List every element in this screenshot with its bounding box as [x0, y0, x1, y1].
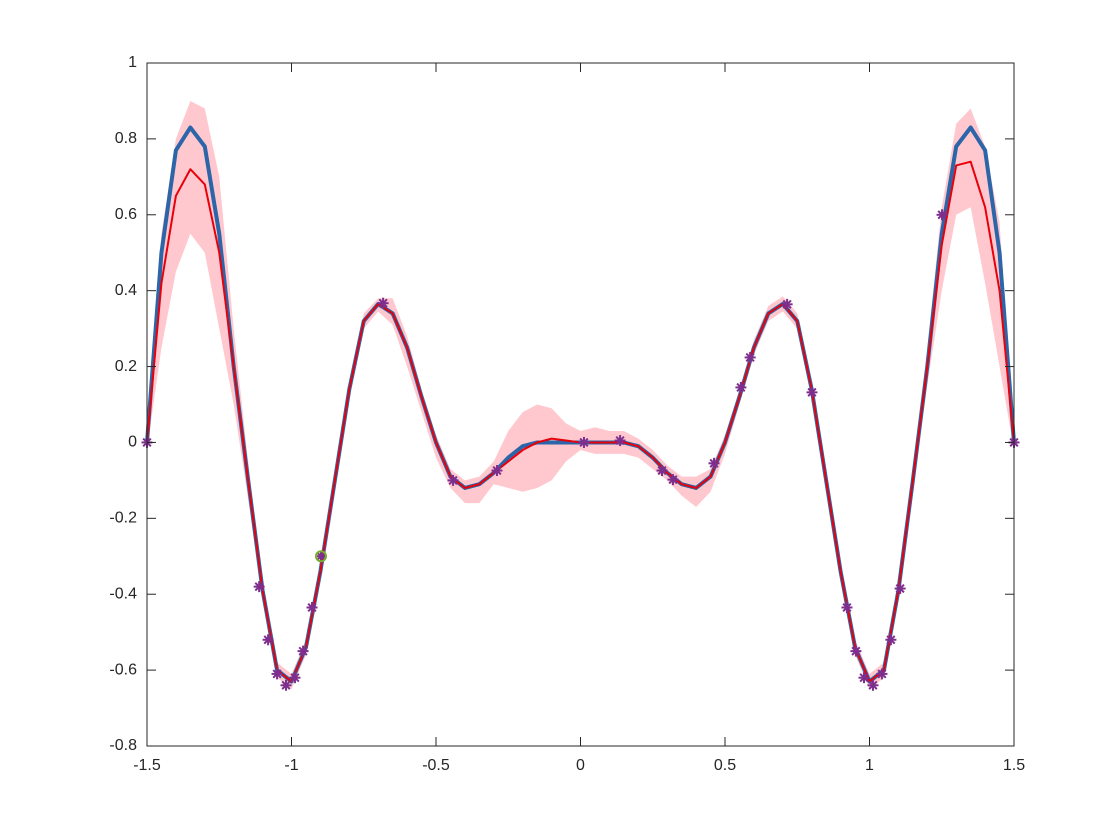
asterisk-stroke	[842, 602, 852, 613]
x-tick-label: 1	[865, 757, 874, 774]
sample-point	[841, 602, 853, 614]
asterisk-stroke	[937, 210, 947, 220]
asterisk-stroke	[877, 669, 887, 679]
sample-point	[894, 583, 906, 595]
asterisk-stroke	[492, 465, 502, 476]
y-tick-label: -0.8	[109, 737, 137, 754]
asterisk-stroke	[709, 458, 719, 468]
asterisk-stroke	[579, 437, 589, 448]
x-tick-label: -1	[284, 757, 298, 774]
x-tick-label: -0.5	[422, 757, 450, 774]
x-tick-label: 0	[576, 757, 585, 774]
x-tick-label: 1.5	[1003, 757, 1025, 774]
asterisk-stroke	[281, 680, 291, 690]
sample-point	[667, 474, 679, 486]
y-tick-label: 0.4	[115, 282, 137, 299]
sample-point	[876, 668, 888, 680]
sample-point	[578, 436, 590, 448]
asterisk-stroke	[254, 582, 264, 592]
sample-point	[377, 297, 389, 309]
asterisk-stroke	[307, 602, 317, 613]
y-tick-label: 0	[128, 434, 137, 451]
sample-point	[735, 381, 747, 393]
asterisk-stroke	[448, 475, 458, 485]
sample-point	[297, 645, 309, 657]
asterisk-stroke	[895, 583, 905, 594]
sample-point	[885, 634, 897, 646]
sample-point	[708, 457, 720, 469]
asterisk-stroke	[886, 635, 896, 645]
asterisk-stroke	[272, 669, 282, 679]
asterisk-stroke	[851, 646, 861, 656]
asterisk-stroke	[378, 298, 388, 308]
sample-point	[858, 672, 870, 684]
sample-point	[315, 550, 327, 562]
sample-point	[744, 351, 756, 363]
asterisk-stroke	[782, 299, 792, 309]
sample-point	[306, 602, 318, 614]
sample-point	[656, 465, 668, 477]
asterisk-stroke	[263, 635, 273, 645]
y-tick-label: -0.6	[109, 661, 137, 678]
sample-point	[447, 474, 459, 486]
sample-point	[806, 386, 818, 398]
asterisk-stroke	[657, 465, 667, 476]
asterisk-stroke	[859, 673, 869, 683]
y-tick-label: 0.6	[115, 206, 137, 223]
asterisk-stroke	[668, 475, 678, 485]
asterisk-stroke	[868, 680, 878, 690]
y-tick-label: -0.4	[109, 585, 137, 602]
asterisk-stroke	[615, 435, 625, 446]
y-tick-label: 0.2	[115, 358, 137, 375]
asterisk-stroke	[807, 387, 817, 397]
asterisk-stroke	[745, 352, 755, 363]
highlight-point	[314, 550, 327, 563]
x-tick-label: 0.5	[714, 757, 736, 774]
sample-point	[280, 679, 292, 691]
sample-point	[253, 581, 265, 593]
y-tick-label: 1	[128, 54, 137, 71]
y-tick-label: 0.8	[115, 130, 137, 147]
sample-point	[867, 679, 879, 691]
asterisk-stroke	[316, 551, 326, 561]
x-tick-label: -1.5	[133, 757, 161, 774]
sample-point	[781, 298, 793, 310]
sample-point	[936, 209, 948, 221]
sample-point	[289, 672, 301, 684]
sample-point	[614, 435, 626, 447]
sample-point	[271, 668, 283, 680]
sample-point	[850, 645, 862, 657]
asterisk-stroke	[290, 673, 300, 683]
asterisk-stroke	[736, 382, 746, 392]
y-tick-label: -0.2	[109, 510, 137, 527]
sample-point	[262, 634, 274, 646]
sample-point	[491, 465, 503, 477]
asterisk-stroke	[298, 646, 308, 656]
